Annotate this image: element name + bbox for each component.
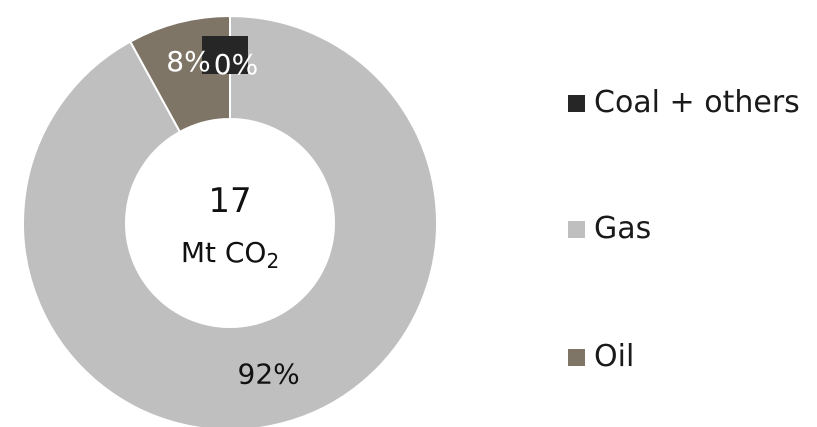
data-label-oil: 8% [166, 45, 210, 78]
center-value: 17 [208, 181, 251, 221]
legend-item-oil: Oil [568, 342, 634, 372]
legend-item-gas: Gas [568, 214, 651, 244]
legend-swatch-coal-others [568, 94, 585, 112]
data-label-gas: 92% [238, 358, 300, 391]
data-label-coal-others: 0% [214, 48, 258, 81]
center-unit: Mt CO2 [181, 236, 279, 273]
legend-swatch-gas [568, 220, 585, 238]
legend-label-gas: Gas [594, 211, 652, 246]
legend: Coal + others Gas Oil [568, 70, 813, 390]
center-unit-subscript: 2 [266, 249, 279, 273]
legend-item-coal-others: Coal + others [568, 88, 800, 118]
label-bg-coal-others [202, 36, 248, 74]
legend-label-oil: Oil [594, 339, 635, 374]
slice-gas [22, 14, 438, 427]
legend-label-coal-others: Coal + others [594, 85, 800, 120]
legend-swatch-oil [568, 348, 585, 366]
center-unit-text: Mt CO [181, 236, 267, 269]
slice-labels-group: 0% 92% 8% [166, 36, 300, 391]
